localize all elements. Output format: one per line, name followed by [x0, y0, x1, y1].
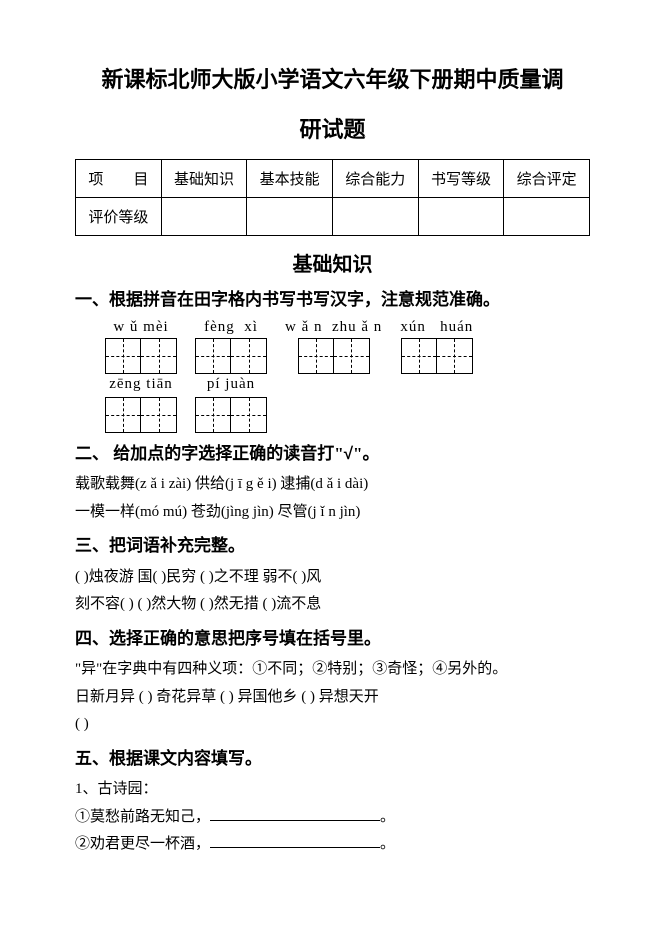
tianzige-cell — [298, 338, 334, 374]
pinyin-row-1: w ǔ mèi zēng tiān fèng xì pí juàn w ǎ n … — [105, 319, 590, 393]
tianzige-cell — [105, 338, 141, 374]
q2-line1: 载歌载舞(z ǎ i zài) 供给(j ī g ě i) 逮捕(d ǎ i d… — [75, 472, 590, 498]
pinyin-group: w ǔ mèi zēng tiān — [105, 319, 177, 393]
q1-title: 一、根据拼音在田字格内书写书写汉字，注意规范准确。 — [75, 287, 590, 313]
cell-writing-grade: 书写等级 — [418, 160, 504, 198]
q4-line1: "异"在字典中有四种义项：①不同；②特别；③奇怪；④另外的。 — [75, 657, 590, 683]
cell-empty — [332, 198, 418, 236]
q5-title: 五、根据课文内容填写。 — [75, 746, 590, 772]
q4-line3: ( ) — [75, 712, 590, 738]
section-heading: 基础知识 — [75, 248, 590, 277]
pinyin-group — [195, 397, 267, 433]
q5-line3: ②劝君更尽一杯酒， 。 — [75, 832, 590, 858]
pinyin-label: zēng tiān — [109, 376, 173, 393]
q5-line1: 1、古诗园： — [75, 777, 590, 803]
table-row: 评价等级 — [76, 198, 590, 236]
cell-eval-grade: 评价等级 — [76, 198, 162, 236]
table-row: 项 目 基础知识 基本技能 综合能力 书写等级 综合评定 — [76, 160, 590, 198]
q2-title-suffix: "。 — [353, 444, 379, 463]
title-line2: 研试题 — [75, 110, 590, 150]
q5-line2-suffix: 。 — [380, 809, 395, 825]
tianzige-pair — [105, 397, 177, 433]
pinyin-label: xún huán — [400, 319, 473, 336]
cell-comprehensive: 综合能力 — [332, 160, 418, 198]
q5-line2-prefix: ①莫愁前路无知己， — [75, 809, 210, 825]
pinyin-group: fèng xì pí juàn — [195, 319, 267, 393]
pinyin-label: w ǎ n zhu ǎ n — [285, 319, 382, 336]
cell-overall: 综合评定 — [504, 160, 590, 198]
cell-basic-skill: 基本技能 — [247, 160, 333, 198]
pinyin-group — [105, 397, 177, 433]
pinyin-row-2 — [105, 397, 590, 433]
pinyin-label: w ǔ mèi — [113, 319, 168, 336]
cell-project: 项 目 — [76, 160, 162, 198]
check-icon: √ — [344, 444, 353, 463]
pinyin-group: xún huán — [400, 319, 473, 393]
pinyin-label: fèng xì — [204, 319, 258, 336]
tianzige-cell — [141, 397, 177, 433]
blank-underline — [210, 806, 380, 821]
q4-title: 四、选择正确的意思把序号填在括号里。 — [75, 626, 590, 652]
q2-title-prefix: 二、 给加点的字选择正确的读音打" — [75, 444, 344, 463]
cell-basic-knowledge: 基础知识 — [161, 160, 247, 198]
cell-empty — [247, 198, 333, 236]
tianzige-cell — [401, 338, 437, 374]
tianzige-cell — [195, 338, 231, 374]
q3-line1: ( )烛夜游 国( )民穷 ( )之不理 弱不( )风 — [75, 565, 590, 591]
pinyin-label: pí juàn — [207, 376, 255, 393]
tianzige-pair — [298, 338, 370, 374]
tianzige-cell — [334, 338, 370, 374]
tianzige-pair — [195, 338, 267, 374]
tianzige-pair — [105, 338, 177, 374]
tianzige-cell — [231, 338, 267, 374]
q5-line3-prefix: ②劝君更尽一杯酒， — [75, 836, 210, 852]
blank-underline — [210, 833, 380, 848]
tianzige-pair — [195, 397, 267, 433]
q2-line2: 一模一样(mó mú) 苍劲(jìng jìn) 尽管(j ǐ n jìn) — [75, 500, 590, 526]
tianzige-cell — [195, 397, 231, 433]
header-table: 项 目 基础知识 基本技能 综合能力 书写等级 综合评定 评价等级 — [75, 159, 590, 236]
cell-empty — [504, 198, 590, 236]
q5-line2: ①莫愁前路无知己， 。 — [75, 805, 590, 831]
tianzige-cell — [141, 338, 177, 374]
q5-line3-suffix: 。 — [380, 836, 395, 852]
tianzige-cell — [231, 397, 267, 433]
q2-title: 二、 给加点的字选择正确的读音打"√"。 — [75, 441, 590, 467]
pinyin-group: w ǎ n zhu ǎ n — [285, 319, 382, 393]
tianzige-cell — [105, 397, 141, 433]
q3-title: 三、把词语补充完整。 — [75, 533, 590, 559]
q3-line2: 刻不容( ) ( )然大物 ( )然无措 ( )流不息 — [75, 592, 590, 618]
q4-line2: 日新月异 ( ) 奇花异草 ( ) 异国他乡 ( ) 异想天开 — [75, 685, 590, 711]
tianzige-cell — [437, 338, 473, 374]
title-line1: 新课标北师大版小学语文六年级下册期中质量调 — [75, 60, 590, 100]
cell-empty — [418, 198, 504, 236]
cell-empty — [161, 198, 247, 236]
tianzige-pair — [401, 338, 473, 374]
